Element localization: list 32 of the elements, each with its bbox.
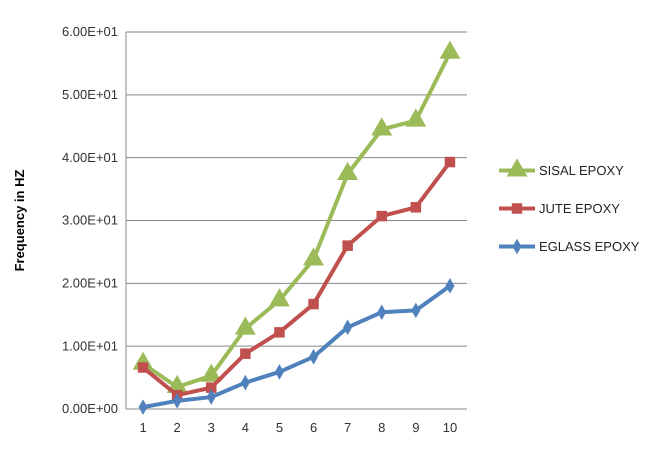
y-tick-label: 5.00E+01 bbox=[62, 86, 118, 102]
legend-label: JUTE EPOXY bbox=[539, 201, 620, 216]
x-tick-label: 3 bbox=[208, 420, 215, 436]
point bbox=[206, 382, 216, 393]
y-tick-label: 6.00E+01 bbox=[62, 24, 118, 40]
x-tick-label: 5 bbox=[276, 420, 284, 436]
point bbox=[405, 108, 426, 127]
y-tick-label: 0.00E+00 bbox=[62, 401, 118, 416]
y-tick-label: 1.00E+01 bbox=[62, 338, 118, 354]
legend-label: SISAL EPOXY bbox=[539, 163, 624, 178]
point bbox=[439, 40, 460, 59]
point bbox=[138, 362, 148, 373]
point bbox=[308, 298, 319, 310]
x-tick-label: 2 bbox=[174, 420, 181, 436]
point bbox=[274, 327, 285, 338]
x-tick-label: 9 bbox=[412, 420, 420, 436]
x-tick-label: 4 bbox=[242, 420, 249, 436]
point bbox=[371, 117, 392, 136]
point bbox=[342, 240, 353, 251]
point bbox=[240, 348, 251, 359]
point bbox=[376, 210, 387, 222]
y-tick-label: 4.00E+01 bbox=[62, 150, 118, 165]
x-tick-label: 1 bbox=[139, 420, 147, 436]
y-tick-label: 3.00E+01 bbox=[62, 212, 118, 228]
x-tick-label: 7 bbox=[344, 420, 352, 436]
x-tick-label: 6 bbox=[310, 420, 318, 436]
x-tick-label: 8 bbox=[378, 420, 386, 436]
legend-label: EGLASS EPOXY bbox=[539, 239, 640, 254]
point bbox=[337, 162, 358, 180]
y-axis-title: Frequency in HZ bbox=[12, 170, 27, 272]
x-tick-label: 10 bbox=[442, 420, 458, 436]
y-tick-label: 2.00E+01 bbox=[62, 275, 118, 290]
